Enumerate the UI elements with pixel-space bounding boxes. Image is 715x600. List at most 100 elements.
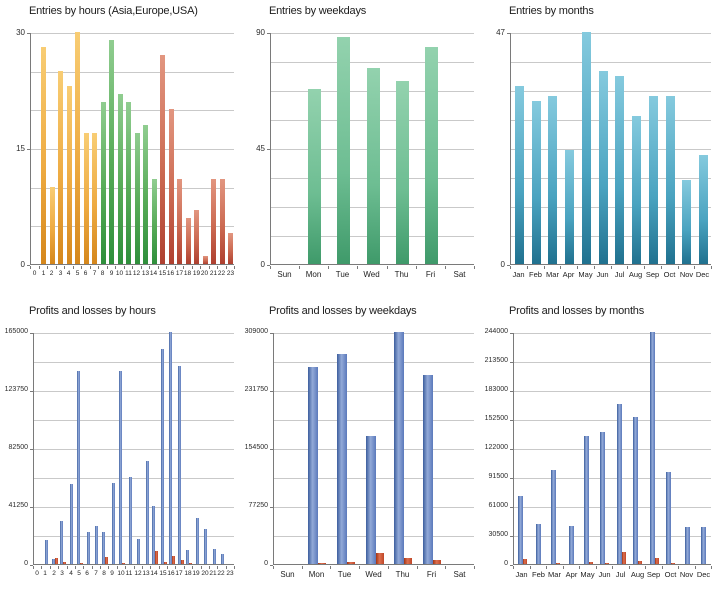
y-axis-label: 0 [264, 560, 268, 567]
bar [172, 556, 175, 564]
x-axis-tick [416, 266, 417, 269]
y-axis-tick [30, 565, 33, 566]
x-axis-label: 18 [183, 270, 192, 277]
x-axis-label: 12 [134, 570, 142, 577]
gridline [511, 178, 711, 179]
x-axis-tick [387, 266, 388, 269]
chart-title: Entries by weekdays [269, 5, 367, 17]
y-axis-label: 0 [260, 260, 265, 269]
x-axis-label: 7 [94, 570, 98, 577]
x-axis-label: Tue [335, 270, 350, 279]
x-axis-label: 8 [100, 270, 105, 277]
x-axis-label: Oct [664, 570, 677, 579]
y-axis-label: 30500 [488, 531, 508, 538]
x-axis-tick [563, 566, 564, 569]
y-axis-label: 47 [496, 28, 505, 37]
bar [75, 32, 80, 264]
bar [605, 563, 609, 564]
x-axis-label: 9 [109, 270, 114, 277]
bar [122, 563, 125, 564]
gridline [34, 536, 234, 537]
y-axis-label: 0 [24, 560, 28, 567]
x-axis-tick [200, 266, 201, 269]
bar [589, 562, 593, 564]
x-axis-label: 1 [41, 270, 46, 277]
bar [105, 557, 108, 564]
bar [143, 125, 148, 264]
x-axis-tick [234, 266, 235, 269]
x-axis-tick [661, 266, 662, 269]
gridline [514, 420, 711, 421]
y-axis-tick [267, 33, 270, 34]
y-axis-tick [267, 149, 270, 150]
bar [58, 71, 63, 264]
x-axis-label: Apr [565, 570, 578, 579]
x-axis-label: 2 [49, 270, 54, 277]
gridline [31, 110, 234, 111]
gridline [511, 236, 711, 237]
x-axis-tick [92, 566, 93, 569]
x-axis-tick [445, 566, 446, 569]
bar [536, 524, 541, 564]
x-axis-tick [530, 566, 531, 569]
x-axis-tick [226, 266, 227, 269]
x-axis-label: 1 [43, 570, 47, 577]
x-axis-label: 14 [150, 570, 158, 577]
bar [433, 560, 441, 564]
bar [617, 404, 622, 564]
gridline [274, 391, 474, 392]
x-axis-label: 20 [200, 270, 209, 277]
bar [622, 552, 626, 564]
x-axis-tick [299, 266, 300, 269]
bar [666, 96, 675, 264]
bar [181, 560, 184, 564]
plot-area [513, 332, 711, 565]
bar [337, 37, 350, 264]
x-axis-tick [75, 566, 76, 569]
bar [112, 483, 115, 564]
x-axis-label: Mon [305, 270, 322, 279]
y-axis-tick [510, 565, 513, 566]
y-axis-tick [267, 265, 270, 266]
x-axis-tick [117, 566, 118, 569]
x-axis-tick [150, 566, 151, 569]
y-axis-tick [27, 149, 30, 150]
x-axis-label: Tue [337, 570, 352, 579]
x-axis-tick [302, 566, 303, 569]
x-axis-tick [134, 566, 135, 569]
bar [155, 551, 158, 564]
bar [63, 562, 66, 564]
bar [194, 210, 199, 264]
y-axis-tick [30, 507, 33, 508]
x-axis-label: 9 [110, 570, 114, 577]
bar [532, 101, 541, 264]
bar [119, 371, 122, 564]
bar [204, 529, 207, 564]
x-axis-tick [192, 266, 193, 269]
x-axis-tick [612, 566, 613, 569]
x-axis-label: Jun [598, 570, 611, 579]
chart-profits-losses-by-months: Profits and losses by months 244000 21350… [480, 300, 715, 600]
bar [671, 563, 675, 564]
bar [220, 179, 225, 264]
x-axis-label: Jan [512, 270, 525, 279]
x-axis-tick [357, 266, 358, 269]
x-axis-label: 17 [175, 570, 183, 577]
bar [318, 563, 326, 564]
x-axis-tick [183, 266, 184, 269]
x-axis-label: 8 [102, 570, 106, 577]
x-axis-label: Sun [277, 270, 292, 279]
x-axis-label: 12 [132, 270, 141, 277]
x-axis-tick [645, 566, 646, 569]
bar [109, 40, 114, 264]
x-axis-tick [56, 266, 57, 269]
x-axis-label: 6 [83, 270, 88, 277]
bar [135, 133, 140, 264]
bar [152, 506, 155, 564]
bar [169, 332, 172, 564]
y-axis-tick [270, 391, 273, 392]
bar [102, 532, 105, 564]
bar [50, 187, 55, 264]
x-axis-tick [125, 566, 126, 569]
x-axis-label: Oct [663, 270, 676, 279]
